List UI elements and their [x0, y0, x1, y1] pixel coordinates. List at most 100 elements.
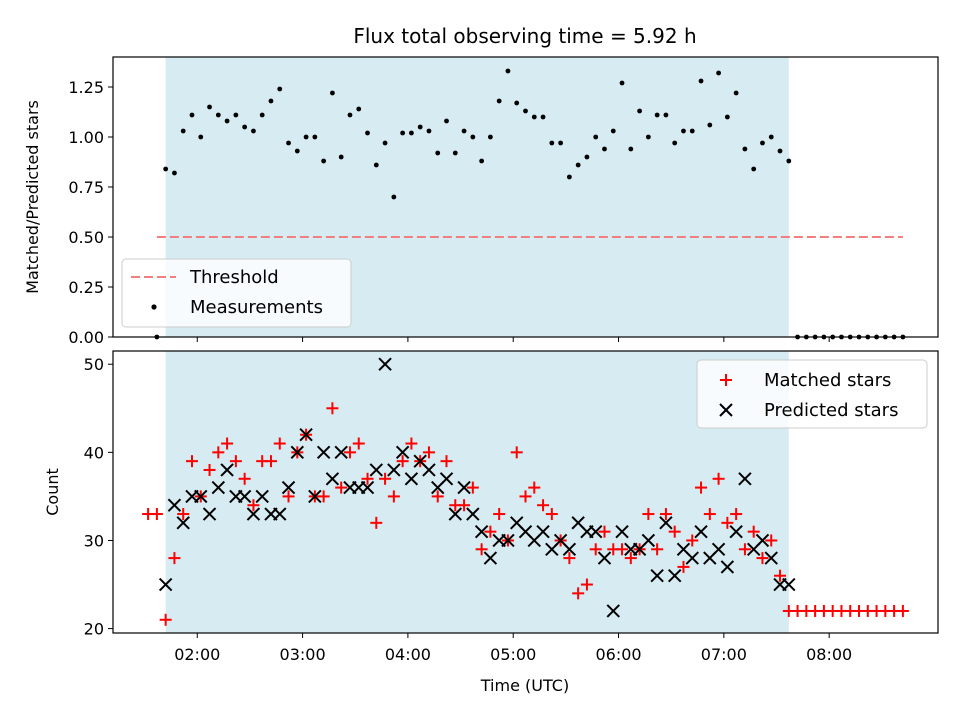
matched-star-point — [563, 552, 576, 565]
measurement-point — [777, 148, 783, 154]
matched-star-point — [150, 508, 163, 521]
measurement-point — [268, 98, 274, 104]
measurement-point — [645, 134, 651, 140]
matched-star-point — [580, 578, 593, 591]
matched-star-point — [273, 437, 286, 450]
predicted-star-point — [246, 507, 261, 521]
measurement-point — [487, 134, 493, 140]
measurement-point — [628, 146, 634, 152]
measurement-point — [724, 114, 730, 120]
matched-star-point — [221, 437, 234, 450]
matched-star-point — [247, 499, 260, 512]
matched-star-point — [282, 490, 295, 503]
predicted-star-point — [738, 472, 752, 486]
matched-star-point — [466, 481, 479, 494]
matched-star-point — [168, 552, 181, 565]
predicted-star-point — [290, 445, 305, 460]
measurement-point — [549, 140, 555, 146]
top-y-tick-label: 0.00 — [68, 328, 104, 347]
predicted-star-point — [158, 577, 173, 592]
matched-star-point — [738, 543, 751, 556]
matched-star-point — [598, 525, 611, 538]
predicted-star-point — [237, 489, 252, 504]
measurement-point — [584, 154, 590, 160]
measurement-point — [496, 98, 502, 104]
predicted-star-point — [422, 463, 436, 477]
bottom-x-tick-label: 05:00 — [490, 645, 536, 664]
matched-star-point — [177, 508, 190, 521]
matched-star-point — [229, 455, 242, 468]
predicted-star-point — [483, 551, 498, 565]
top-y-tick-label: 0.75 — [68, 178, 104, 197]
measurement-point — [619, 80, 625, 86]
matched-star-point — [703, 508, 716, 521]
predicted-star-point — [299, 428, 313, 442]
matched-star-point — [686, 534, 699, 547]
measurement-point — [575, 162, 581, 168]
measurement-point — [356, 106, 362, 112]
predicted-star-point — [404, 472, 419, 486]
predicted-star-point — [536, 524, 550, 539]
measurement-point — [716, 70, 721, 76]
predicted-star-point — [360, 480, 375, 495]
predicted-star-point — [782, 577, 796, 592]
measurement-point — [672, 140, 678, 146]
top-legend: Threshold Measurements — [121, 258, 352, 328]
measurement-point — [163, 166, 169, 172]
matched-star-point — [537, 499, 550, 512]
measurement-point — [321, 158, 327, 164]
matched-star-point — [510, 446, 523, 459]
legend-measurements-label: Measurements — [190, 297, 323, 318]
predicted-star-point — [448, 507, 462, 521]
measurement-point — [277, 86, 283, 92]
predicted-star-point — [755, 533, 770, 548]
predicted-star-point — [659, 516, 673, 530]
top-y-tick-label: 0.50 — [68, 228, 104, 247]
predicted-star-point — [474, 524, 489, 539]
matched-star-point — [440, 455, 453, 468]
measurement-point — [760, 140, 765, 146]
measurement-point — [347, 112, 353, 118]
matched-star-point — [624, 552, 637, 565]
bottom-y-tick-label: 40 — [84, 443, 104, 462]
predicted-star-point — [281, 480, 296, 495]
matched-star-point — [352, 437, 365, 450]
matched-star-point — [756, 552, 769, 565]
predicted-star-point — [439, 472, 454, 486]
measurement-point — [505, 68, 511, 74]
bottom-panel: 20 30 40 50 02:00 03:00 04:00 05:00 06:00 07:00 0… — [43, 350, 939, 695]
measurement-point — [751, 166, 757, 172]
matched-star-point — [379, 472, 392, 485]
predicted-star-point — [764, 551, 778, 565]
matched-star-point — [528, 481, 541, 494]
matched-star-point — [370, 516, 383, 529]
matched-star-point — [677, 560, 690, 573]
predicted-star-point — [369, 463, 384, 477]
matched-star-point — [361, 472, 374, 485]
bottom-y-tick-label: 50 — [84, 355, 104, 374]
matched-star-point — [422, 446, 435, 459]
matched-star-point — [545, 508, 558, 521]
matched-star-point — [238, 472, 251, 485]
bottom-y-axis-label: Count — [43, 468, 62, 516]
predicted-star-point — [729, 524, 743, 539]
top-y-tick-label: 1.25 — [68, 78, 104, 97]
measurement-point — [338, 154, 344, 160]
measurement-point — [172, 170, 177, 176]
top-y-tick-label: 1.00 — [68, 128, 104, 147]
measurement-point — [461, 128, 467, 134]
measurement-point — [242, 124, 248, 130]
matched-star-point — [721, 516, 734, 529]
predicted-star-point — [325, 472, 340, 486]
measurement-point — [251, 128, 256, 134]
measurement-point — [426, 128, 432, 134]
chart-title: Flux total observing time = 5.92 h — [353, 24, 696, 48]
measurement-point — [768, 134, 774, 140]
measurement-point — [602, 146, 607, 152]
matched-star-point — [572, 587, 585, 600]
measurement-point — [470, 134, 476, 140]
predicted-star-point — [641, 533, 656, 548]
bottom-y-tick-label: 30 — [84, 531, 104, 550]
matched-star-point — [484, 525, 497, 538]
